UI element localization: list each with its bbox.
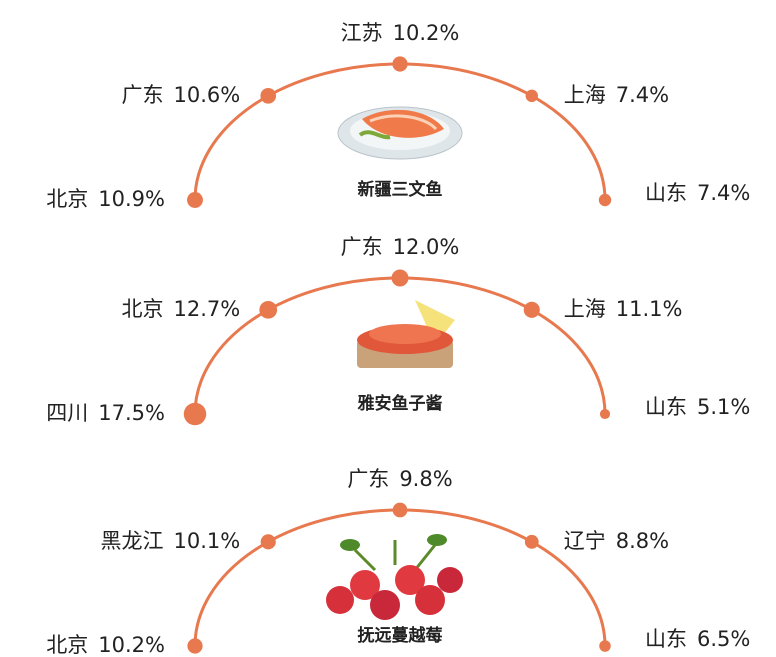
- point-label: 北京 10.2%: [46, 633, 165, 657]
- dot: [599, 640, 611, 652]
- value-label: 12.0%: [393, 235, 460, 259]
- dot: [525, 535, 539, 549]
- region: 广东: [122, 83, 164, 107]
- point-label: 北京 12.7%: [122, 297, 241, 321]
- point-label: 上海 11.1%: [564, 297, 683, 321]
- point-label: 广东 10.6%: [122, 83, 241, 107]
- value-label: 10.6%: [174, 83, 241, 107]
- region: 上海: [564, 297, 606, 321]
- region: 山东: [645, 627, 687, 651]
- point-label: 四川 17.5%: [46, 401, 165, 425]
- value-label: 7.4%: [697, 181, 750, 205]
- caviar-icon: [357, 300, 455, 368]
- dot: [260, 88, 276, 104]
- cranberry-icon: [326, 534, 463, 620]
- point-label: 山东 7.4%: [645, 181, 750, 205]
- value-label: 8.8%: [616, 529, 669, 553]
- region: 北京: [122, 297, 164, 321]
- value-label: 5.1%: [697, 395, 750, 419]
- point-label: 北京 10.9%: [46, 187, 165, 211]
- point-label: 黑龙江 10.1%: [101, 529, 241, 553]
- region: 黑龙江: [101, 529, 164, 553]
- region: 山东: [645, 395, 687, 419]
- region: 广东: [341, 235, 383, 259]
- region: 辽宁: [564, 529, 606, 553]
- dot: [600, 409, 610, 419]
- value-label: 7.4%: [616, 83, 669, 107]
- point-label: 山东 5.1%: [645, 395, 750, 419]
- region: 上海: [564, 83, 606, 107]
- dot: [526, 90, 538, 102]
- dot: [599, 194, 611, 206]
- region: 山东: [645, 181, 687, 205]
- value-label: 10.1%: [174, 529, 241, 553]
- region: 江苏: [341, 21, 383, 45]
- food-title: 抚远蔓越莓: [358, 625, 443, 646]
- region: 北京: [46, 633, 88, 657]
- point-label: 辽宁 8.8%: [564, 529, 669, 553]
- food-title: 雅安鱼子酱: [357, 393, 443, 414]
- point-label: 上海 7.4%: [564, 83, 669, 107]
- dot: [393, 503, 408, 518]
- arc-chart: 抚远蔓越莓 北京 10.2% 黑龙江 10.1% 广东 9.8% 辽宁 8.8% 山东 6.5%: [46, 467, 750, 657]
- point-label: 山东 6.5%: [645, 627, 750, 651]
- region: 四川: [46, 401, 88, 425]
- value-label: 17.5%: [98, 401, 165, 425]
- value-label: 10.2%: [393, 21, 460, 45]
- dot: [187, 638, 202, 653]
- value-label: 12.7%: [174, 297, 241, 321]
- dot: [524, 302, 540, 318]
- region: 北京: [46, 187, 88, 211]
- salmon-icon: [338, 107, 462, 159]
- dot: [187, 192, 203, 208]
- value-label: 11.1%: [616, 297, 683, 321]
- dot: [392, 270, 409, 287]
- food-title: 新疆三文鱼: [358, 179, 443, 200]
- infographic: 新疆三文鱼北京10.9%广东10.6%江苏10.2%上海7.4%山东7.4%雅安…: [0, 0, 776, 657]
- point-label: 江苏 10.2%: [341, 21, 460, 45]
- value-label: 10.9%: [98, 187, 165, 211]
- region: 广东: [347, 467, 389, 491]
- dot: [259, 301, 277, 319]
- point-label: 广东 9.8%: [347, 467, 452, 491]
- value-label: 10.2%: [98, 633, 165, 657]
- dot: [184, 403, 207, 426]
- point-label: 广东 12.0%: [341, 235, 460, 259]
- dot: [261, 534, 276, 549]
- value-label: 9.8%: [399, 467, 452, 491]
- dot: [392, 56, 407, 71]
- value-label: 6.5%: [697, 627, 750, 651]
